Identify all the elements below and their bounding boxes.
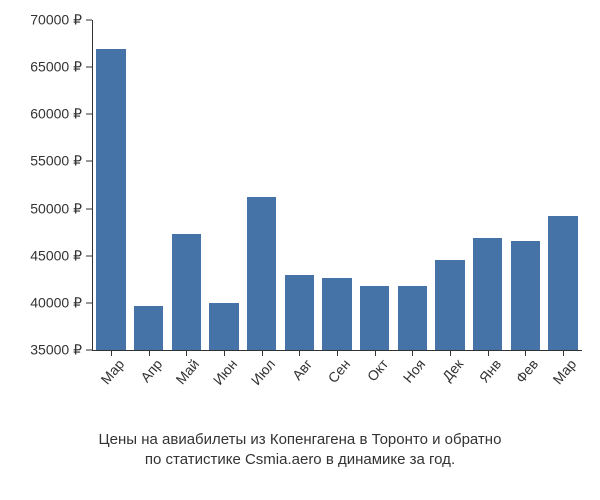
bar	[96, 49, 125, 350]
bar	[285, 275, 314, 350]
x-tick-mark	[563, 350, 564, 356]
x-tick-mark	[525, 350, 526, 356]
x-tick-mark	[111, 350, 112, 356]
bar	[548, 216, 577, 350]
x-axis-labels: Мар Апр МайИюнИюл Авг Сен Окт Ноя Дек Янв Фев Мар	[92, 356, 582, 416]
caption-line-2: по статистике Csmia.aero в динамике за г…	[145, 451, 455, 468]
caption-line-1: Цены на авиабилеты из Копенгагена в Торо…	[99, 431, 502, 448]
x-tick-label: Окт	[364, 356, 391, 384]
x-tick-mark	[450, 350, 451, 356]
plot-area	[92, 20, 582, 350]
x-tick-mark	[224, 350, 225, 356]
x-tick-label: Дек	[439, 356, 466, 384]
x-tick-mark	[262, 350, 263, 356]
x-tick-label: Май	[173, 356, 203, 387]
y-tick-label: 60000 ₽	[30, 106, 82, 123]
bar	[209, 303, 238, 350]
bar	[247, 197, 276, 350]
bars-container	[92, 20, 582, 350]
price-chart: 35000 ₽ 40000 ₽ 45000 ₽ 50000 ₽ 55000 ₽ 60000…	[0, 0, 600, 500]
x-tick-mark	[375, 350, 376, 356]
x-tick-label: Фев	[513, 356, 542, 386]
y-tick-label: 55000 ₽	[30, 153, 82, 170]
x-tick-mark	[412, 350, 413, 356]
x-tick-label: Авг	[289, 356, 315, 383]
bar	[473, 238, 502, 350]
y-tick-label: 50000 ₽	[30, 200, 82, 217]
y-tick-label: 45000 ₽	[30, 247, 82, 264]
x-tick-label: Июн	[210, 356, 240, 388]
x-tick-label: Сен	[325, 356, 354, 386]
x-tick-label: Апр	[137, 356, 165, 385]
bar	[322, 278, 351, 350]
x-tick-mark	[488, 350, 489, 356]
bar	[360, 286, 389, 350]
y-tick-label: 70000 ₽	[30, 12, 82, 29]
y-tick-label: 65000 ₽	[30, 59, 82, 76]
y-tick-label: 40000 ₽	[30, 294, 82, 311]
x-tick-mark	[337, 350, 338, 356]
x-tick-label: Ноя	[400, 356, 429, 386]
bar	[511, 241, 540, 350]
y-axis: 35000 ₽40000 ₽45000 ₽50000 ₽55000 ₽60000…	[0, 20, 92, 350]
x-tick-label: Янв	[476, 356, 505, 386]
x-tick-label: Мар	[550, 356, 580, 387]
x-tick-mark	[149, 350, 150, 356]
bar	[134, 306, 163, 350]
x-tick-mark	[186, 350, 187, 356]
bar	[172, 234, 201, 350]
chart-caption: Цены на авиабилеты из Копенгагена в Торо…	[0, 430, 600, 471]
x-tick-label: Мар	[97, 356, 127, 387]
bar	[435, 260, 464, 351]
bar	[398, 286, 427, 350]
y-tick-label: 35000 ₽	[30, 342, 82, 359]
x-tick-mark	[299, 350, 300, 356]
x-tick-label: Июл	[247, 356, 278, 388]
